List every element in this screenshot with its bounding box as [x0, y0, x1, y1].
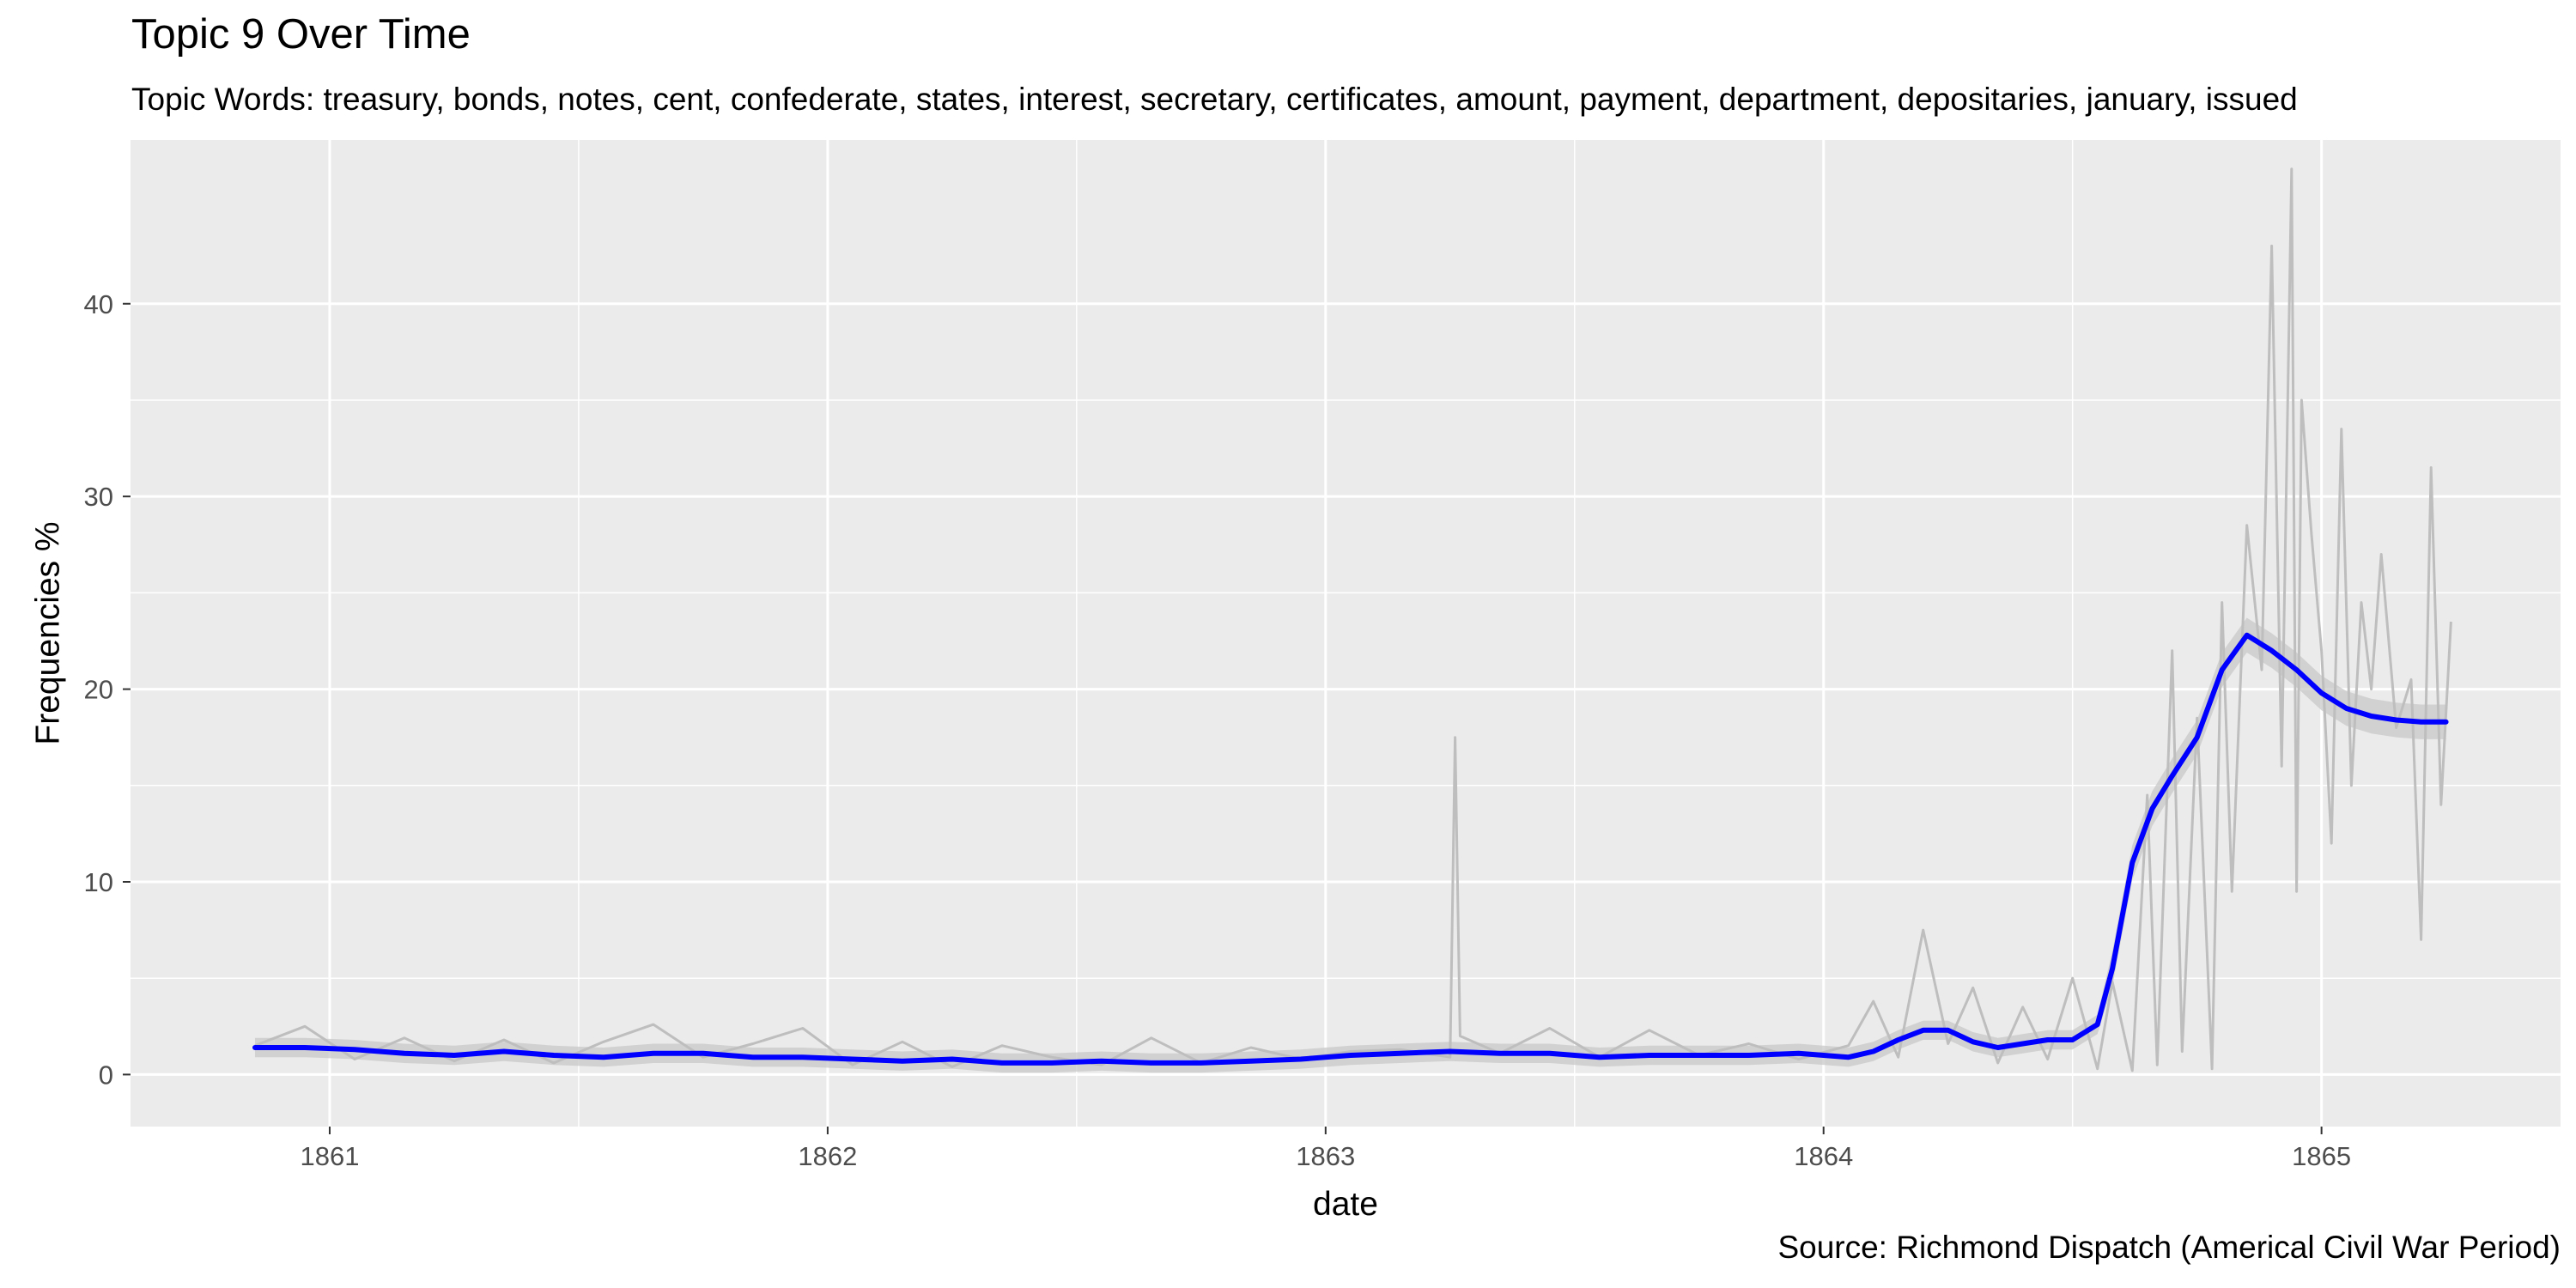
- chart-caption: Source: Richmond Dispatch (Americal Civi…: [1777, 1230, 2561, 1265]
- y-tick-label: 20: [84, 675, 113, 705]
- y-tick-label: 10: [84, 867, 113, 897]
- x-axis-title: date: [1313, 1186, 1378, 1223]
- y-axis: 0 10 20 30 40: [84, 289, 131, 1090]
- x-tick-label: 1865: [2292, 1141, 2351, 1171]
- y-tick-label: 40: [84, 289, 113, 319]
- chart-subtitle: Topic Words: treasury, bonds, notes, cen…: [131, 82, 2298, 117]
- raw-series-layer: [254, 167, 2452, 1072]
- x-tick-label: 1863: [1296, 1141, 1355, 1171]
- y-tick-label: 30: [84, 482, 113, 512]
- smooth-series-layer: [252, 632, 2449, 1066]
- smooth-trend-line: [252, 632, 2449, 1066]
- x-tick-label: 1862: [798, 1141, 857, 1171]
- x-tick-label: 1864: [1794, 1141, 1853, 1171]
- chart-title: Topic 9 Over Time: [131, 11, 471, 58]
- y-tick-label: 0: [99, 1060, 113, 1090]
- grid-major: [131, 140, 2561, 1127]
- y-axis-title: Frequencies %: [30, 521, 67, 744]
- x-axis: 1861 1862 1863 1864 1865: [300, 1127, 2351, 1171]
- x-tick-label: 1861: [300, 1141, 359, 1171]
- raw-frequency-line: [254, 167, 2452, 1072]
